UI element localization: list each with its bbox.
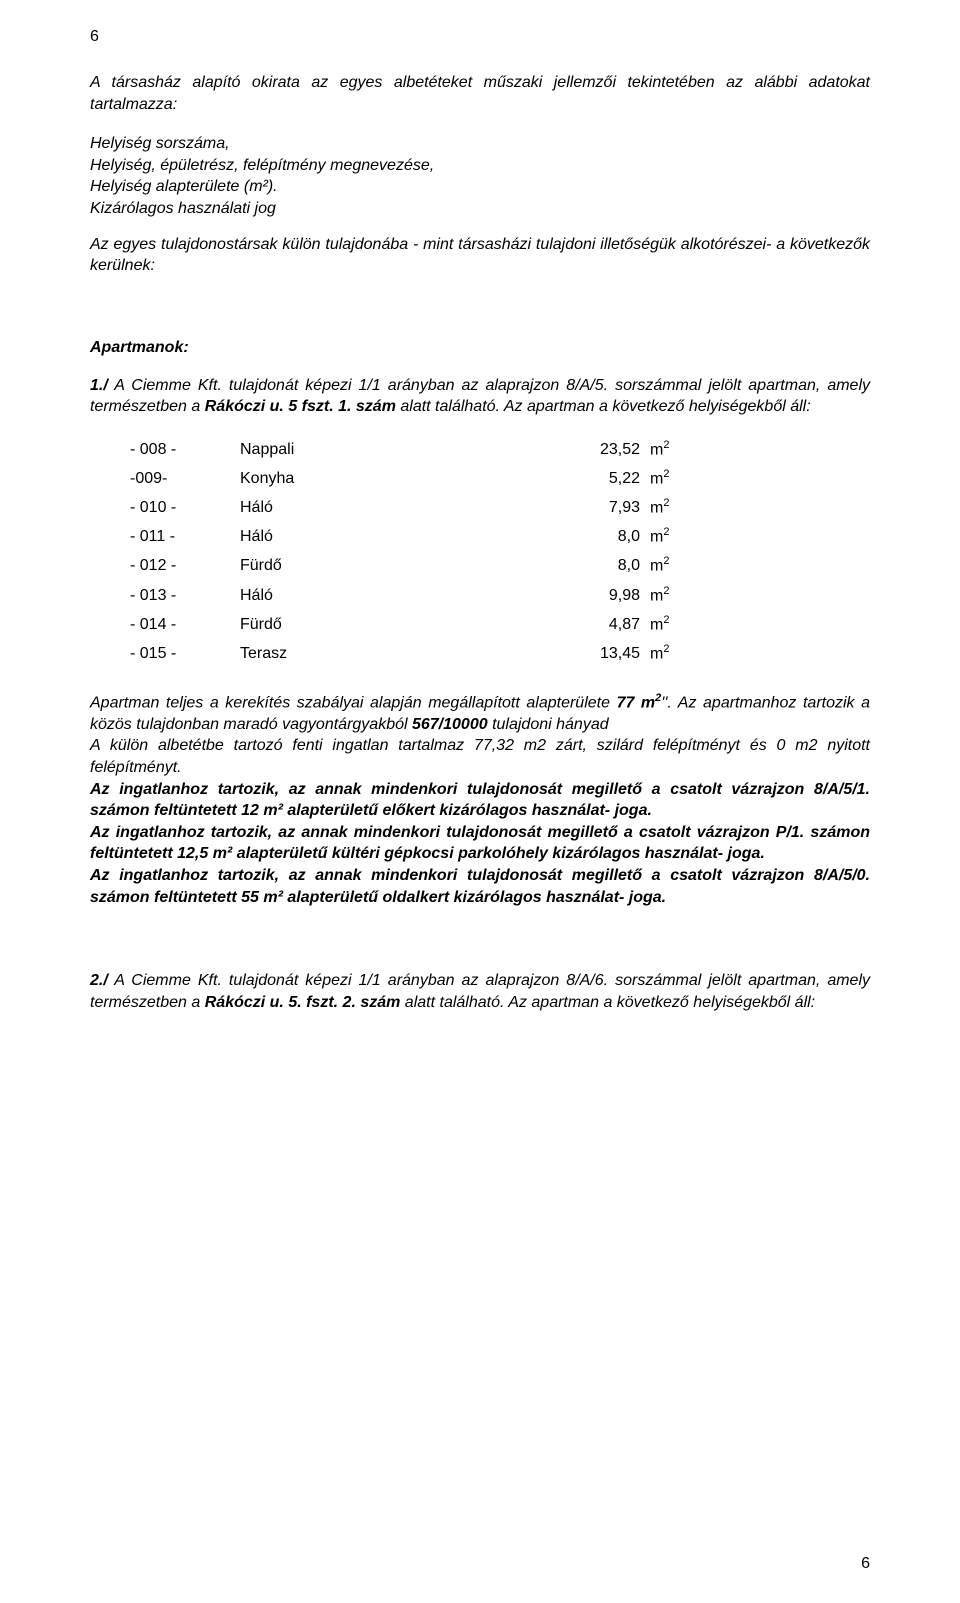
room-value: 7,93	[550, 494, 650, 523]
room-name: Terasz	[240, 640, 550, 669]
room-unit: m2	[650, 465, 690, 494]
room-name: Fürdő	[240, 611, 550, 640]
room-code: - 015 -	[130, 640, 240, 669]
room-code: -009-	[130, 465, 240, 494]
room-row: - 012 -Fürdő8,0m2	[130, 552, 750, 581]
page-number-bottom: 6	[861, 1555, 870, 1573]
room-name: Konyha	[240, 465, 550, 494]
room-row: - 010 -Háló7,93m2	[130, 494, 750, 523]
room-row: -009-Konyha5,22m2	[130, 465, 750, 494]
p1-e: tulajdoni hányad	[488, 716, 609, 733]
section1-lead-tail: alatt található. Az apartman a következő…	[396, 398, 811, 415]
section2-lead-addr: Rákóczi u. 5. fszt. 2. szám	[205, 994, 401, 1011]
room-name: Fürdő	[240, 552, 550, 581]
room-unit: m2	[650, 436, 690, 465]
room-code: - 014 -	[130, 611, 240, 640]
room-name: Háló	[240, 494, 550, 523]
room-row: - 011 -Háló8,0m2	[130, 523, 750, 552]
p1-d: 567/10000	[412, 716, 488, 733]
room-value: 4,87	[550, 611, 650, 640]
room-value: 8,0	[550, 552, 650, 581]
room-unit: m2	[650, 552, 690, 581]
section2-lead-num: 2./	[90, 972, 108, 989]
p1-b: 77 m	[617, 694, 656, 711]
room-code: - 008 -	[130, 436, 240, 465]
section1-lead-addr: Rákóczi u. 5 fszt. 1. szám	[205, 398, 396, 415]
room-name: Háló	[240, 523, 550, 552]
intro-line-2: Helyiség sorszáma,	[90, 133, 870, 155]
intro-line-3: Helyiség, épületrész, felépítmény megnev…	[90, 155, 870, 177]
section1-after-p3: Az ingatlanhoz tartozik, az annak minden…	[90, 779, 870, 822]
room-row: - 015 -Terasz13,45m2	[130, 640, 750, 669]
section1-lead-num: 1./	[90, 377, 108, 394]
section1-after-p4: Az ingatlanhoz tartozik, az annak minden…	[90, 822, 870, 865]
section2-lead: 2./ A Ciemme Kft. tulajdonát képezi 1/1 …	[90, 970, 870, 1013]
room-code: - 010 -	[130, 494, 240, 523]
section1-after-p2: A külön albetétbe tartozó fenti ingatlan…	[90, 735, 870, 778]
room-unit: m2	[650, 582, 690, 611]
room-name: Nappali	[240, 436, 550, 465]
document-page: 6 A társasház alapító okirata az egyes a…	[0, 0, 960, 1603]
section1-after-p5: Az ingatlanhoz tartozik, az annak minden…	[90, 865, 870, 908]
room-name: Háló	[240, 582, 550, 611]
room-unit: m2	[650, 494, 690, 523]
room-value: 23,52	[550, 436, 650, 465]
room-row: - 014 -Fürdő4,87m2	[130, 611, 750, 640]
section-title-apartmanok: Apartmanok:	[90, 339, 870, 357]
room-value: 5,22	[550, 465, 650, 494]
section1-lead: 1./ A Ciemme Kft. tulajdonát képezi 1/1 …	[90, 375, 870, 418]
room-value: 9,98	[550, 582, 650, 611]
room-code: - 013 -	[130, 582, 240, 611]
intro-line-5: Kizárólagos használati jog	[90, 198, 870, 220]
room-code: - 012 -	[130, 552, 240, 581]
room-row: - 008 -Nappali23,52m2	[130, 436, 750, 465]
room-value: 13,45	[550, 640, 650, 669]
room-value: 8,0	[550, 523, 650, 552]
room-unit: m2	[650, 611, 690, 640]
intro-line-1: A társasház alapító okirata az egyes alb…	[90, 72, 870, 115]
section2-lead-tail: alatt található. Az apartman a következő…	[400, 994, 815, 1011]
room-row: - 013 -Háló9,98m2	[130, 582, 750, 611]
p1-a: Apartman teljes a kerekítés szabályai al…	[90, 694, 617, 711]
page-number-top: 6	[90, 28, 99, 46]
intro-line-6: Az egyes tulajdonostársak külön tulajdon…	[90, 234, 870, 277]
room-unit: m2	[650, 640, 690, 669]
section1-after-p1: Apartman teljes a kerekítés szabályai al…	[90, 691, 870, 736]
room-table: - 008 -Nappali23,52m2-009-Konyha5,22m2- …	[130, 436, 750, 669]
intro-line-4: Helyiség alapterülete (m²).	[90, 176, 870, 198]
room-code: - 011 -	[130, 523, 240, 552]
room-unit: m2	[650, 523, 690, 552]
